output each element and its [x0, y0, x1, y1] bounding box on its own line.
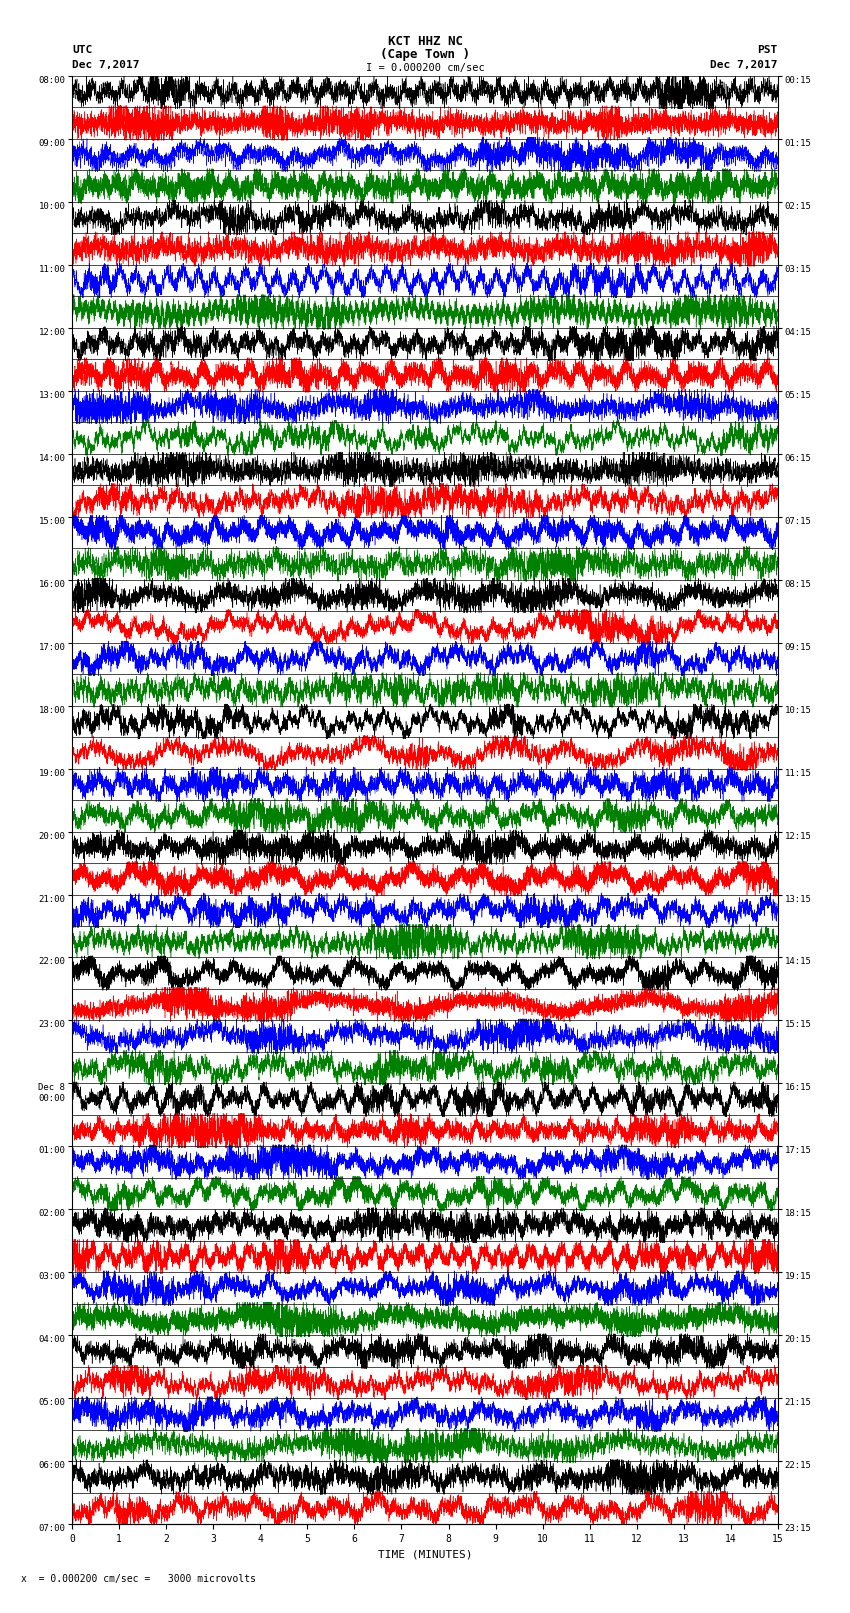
- Text: Dec 7,2017: Dec 7,2017: [711, 60, 778, 69]
- Text: PST: PST: [757, 45, 778, 55]
- Text: (Cape Town ): (Cape Town ): [380, 48, 470, 61]
- Text: x  = 0.000200 cm/sec =   3000 microvolts: x = 0.000200 cm/sec = 3000 microvolts: [21, 1574, 256, 1584]
- Text: KCT HHZ NC: KCT HHZ NC: [388, 35, 462, 48]
- Text: UTC: UTC: [72, 45, 93, 55]
- Text: Dec 7,2017: Dec 7,2017: [72, 60, 139, 69]
- X-axis label: TIME (MINUTES): TIME (MINUTES): [377, 1550, 473, 1560]
- Text: I = 0.000200 cm/sec: I = 0.000200 cm/sec: [366, 63, 484, 73]
